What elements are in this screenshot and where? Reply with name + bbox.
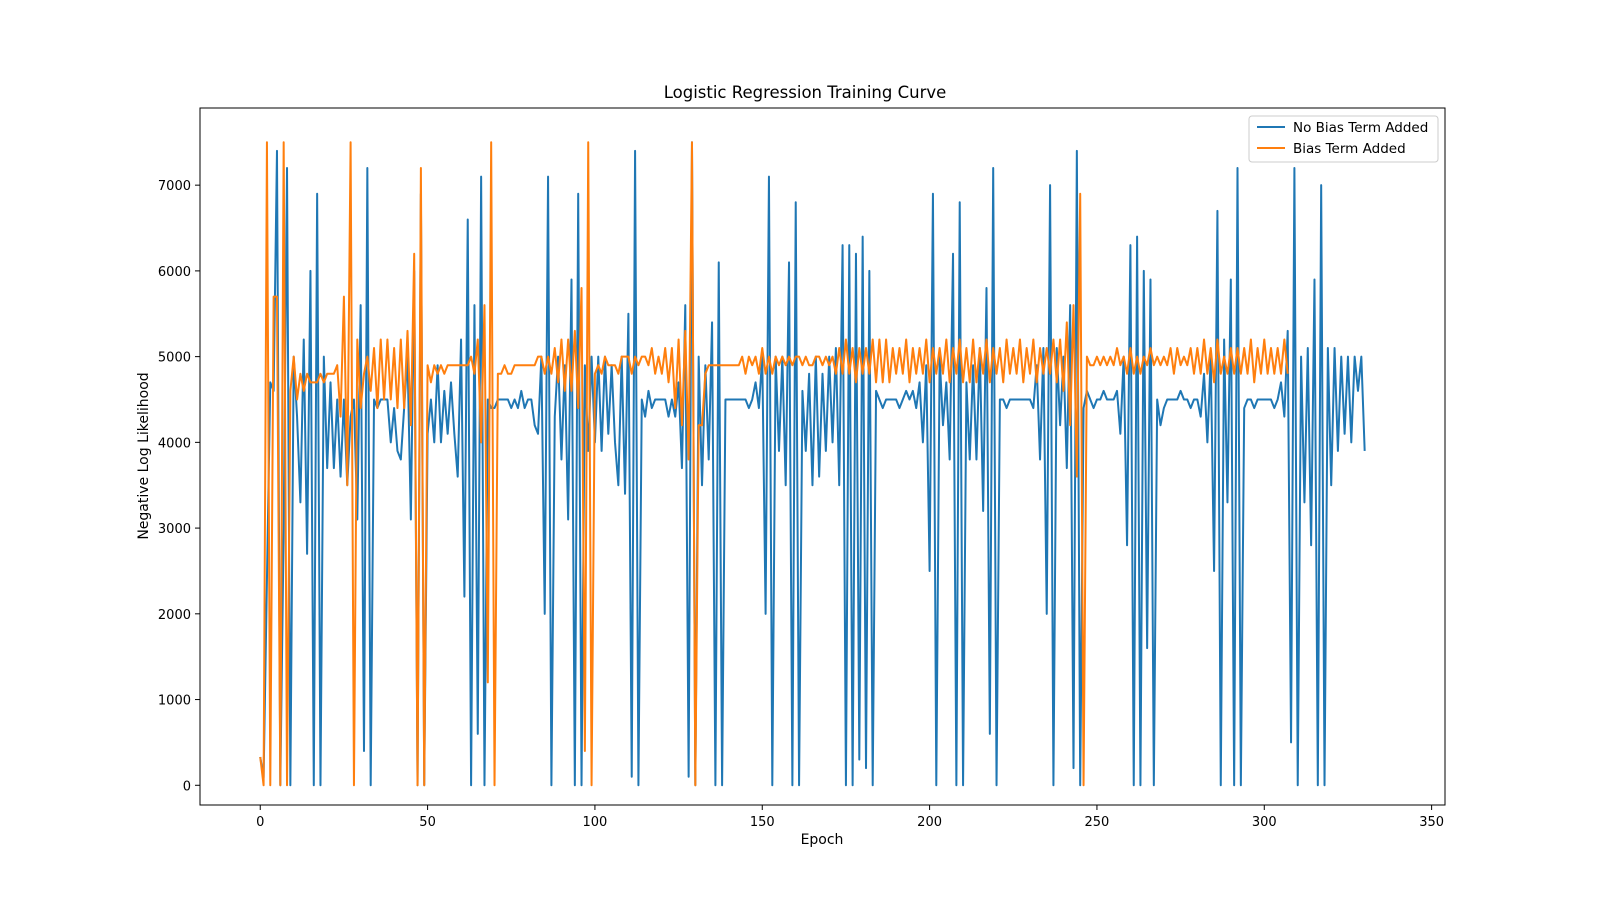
x-tick-label: 250 bbox=[1085, 815, 1110, 830]
series-line-1 bbox=[259, 141, 1289, 787]
plot-area-frame bbox=[199, 107, 1446, 806]
y-axis-ticks: 0 1000 2000 3000 4000 5000 6000 7000 bbox=[158, 179, 200, 794]
x-tick-label: 300 bbox=[1252, 815, 1277, 830]
chart-title: Logistic Regression Training Curve bbox=[664, 83, 947, 102]
y-tick-label: 7000 bbox=[158, 179, 191, 194]
legend-box bbox=[1248, 115, 1439, 163]
x-tick-label: 150 bbox=[750, 815, 775, 830]
x-tick-label: 100 bbox=[583, 815, 608, 830]
legend: No Bias Term Added Bias Term Added bbox=[1248, 115, 1439, 163]
legend-label-bias: Bias Term Added bbox=[1293, 141, 1406, 157]
y-tick-label: 3000 bbox=[158, 522, 191, 537]
y-tick-label: 4000 bbox=[158, 436, 191, 451]
x-axis-label: Epoch bbox=[801, 832, 844, 848]
x-tick-label: 350 bbox=[1419, 815, 1444, 830]
y-tick-label: 5000 bbox=[158, 351, 191, 366]
legend-label-no-bias: No Bias Term Added bbox=[1293, 120, 1428, 136]
series-line-0 bbox=[259, 141, 1366, 787]
series-layer bbox=[259, 141, 1366, 787]
x-tick-label: 0 bbox=[256, 815, 264, 830]
y-tick-label: 0 bbox=[183, 779, 191, 794]
y-tick-label: 6000 bbox=[158, 265, 191, 280]
x-tick-label: 200 bbox=[917, 815, 942, 830]
x-tick-label: 50 bbox=[419, 815, 436, 830]
x-axis-ticks: 0 50 100 150 200 250 300 350 bbox=[256, 805, 1444, 830]
y-axis-label: Negative Log Likelihood bbox=[136, 372, 152, 539]
y-tick-label: 2000 bbox=[158, 608, 191, 623]
y-tick-label: 1000 bbox=[158, 694, 191, 709]
